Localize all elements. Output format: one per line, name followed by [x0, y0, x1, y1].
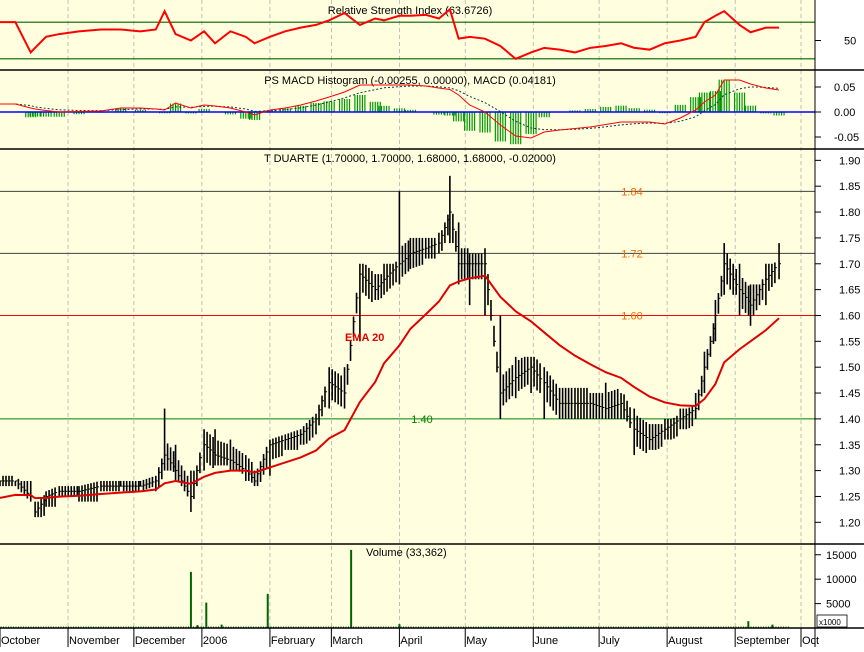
- month-label: November: [69, 635, 120, 647]
- price-tick-label: 1.25: [839, 491, 860, 503]
- rsi-panel: Relative Strength Index (63.6726) 50: [0, 5, 856, 60]
- macd-tick-label: 0.00: [834, 107, 855, 119]
- price-tick-label: 1.80: [839, 207, 860, 219]
- macd-title: PS MACD Histogram (-0.00255, 0.00000), M…: [264, 75, 556, 87]
- price-tick-label: 1.30: [839, 466, 860, 478]
- price-tick-label: 1.65: [839, 285, 860, 297]
- month-label: October: [1, 635, 40, 647]
- month-label: July: [600, 635, 620, 647]
- price-tick-label: 1.55: [839, 336, 860, 348]
- price-level-label: 1.40: [411, 414, 432, 426]
- macd-line: [0, 79, 780, 139]
- volume-tick-label: 10000: [826, 574, 857, 586]
- month-label: 2006: [203, 635, 227, 647]
- month-label: April: [400, 635, 422, 647]
- macd-tick-label: 0.05: [834, 82, 855, 94]
- price-title: T DUARTE (1.70000, 1.70000, 1.68000, 1.6…: [264, 153, 556, 165]
- plot-background: [0, 0, 815, 628]
- month-label: May: [466, 635, 487, 647]
- price-tick-label: 1.20: [839, 517, 860, 529]
- month-label: September: [736, 635, 790, 647]
- volume-tick-label: 15000: [826, 550, 857, 562]
- month-label: Oct: [802, 635, 819, 647]
- price-panel: T DUARTE (1.70000, 1.70000, 1.68000, 1.6…: [0, 153, 860, 529]
- price-tick-label: 1.85: [839, 181, 860, 193]
- price-tick-label: 1.50: [839, 362, 860, 374]
- ema20-line: [0, 274, 780, 500]
- price-tick-label: 1.75: [839, 233, 860, 245]
- volume-unit: x1000: [819, 618, 841, 627]
- price-level-label: 1.60: [621, 310, 642, 322]
- x-axis: October November December 2006 February March…: [0, 628, 819, 647]
- price-tick-label: 1.70: [839, 259, 860, 271]
- month-label: December: [135, 635, 186, 647]
- macd-tick-label: -0.05: [834, 132, 859, 144]
- month-label: June: [534, 635, 558, 647]
- volume-tick-label: 5000: [826, 599, 850, 611]
- ema20-label: EMA 20: [345, 332, 384, 344]
- rsi-tick-label: 50: [844, 36, 856, 48]
- month-label: February: [271, 635, 316, 647]
- price-tick-label: 1.60: [839, 310, 860, 322]
- volume-title: Volume (33,362): [366, 547, 447, 559]
- volume-unit-box: [816, 614, 848, 628]
- price-tick-label: 1.35: [839, 440, 860, 452]
- rsi-line: [0, 7, 780, 60]
- price-tick-label: 1.40: [839, 414, 860, 426]
- price-level-label: 1.84: [621, 186, 642, 198]
- month-label: March: [332, 635, 363, 647]
- price-tick-label: 1.45: [839, 388, 860, 400]
- volume-panel: Volume (33,362) x1000 15000 10000 5000: [0, 547, 857, 628]
- price-tick-label: 1.90: [839, 155, 860, 167]
- month-label: August: [668, 635, 702, 647]
- macd-panel: PS MACD Histogram (-0.00255, 0.00000), M…: [0, 75, 859, 145]
- price-level-label: 1.72: [621, 248, 642, 260]
